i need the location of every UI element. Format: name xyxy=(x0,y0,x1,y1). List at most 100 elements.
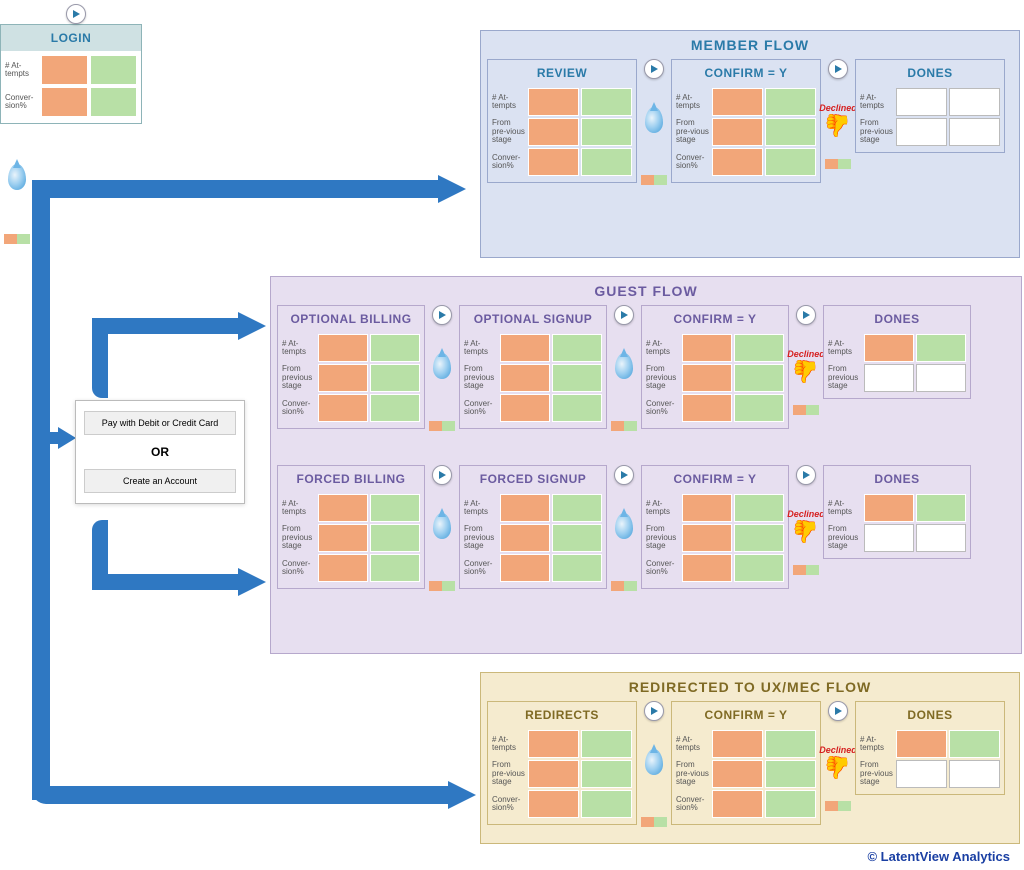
mini-bar-icon xyxy=(825,801,851,811)
stage-card: CONFIRM = Y# At-temptsFrom pre-vious sta… xyxy=(671,701,821,825)
card-row: # At-tempts xyxy=(676,88,816,116)
connector xyxy=(611,465,637,591)
card-row: # At-tempts xyxy=(464,494,602,522)
card-body: # At-temptsFrom previous stageConver-sio… xyxy=(642,332,788,428)
stage-card: OPTIONAL SIGNUP# At-temptsFrom previous … xyxy=(459,305,607,429)
stage-card: REDIRECTS# At-temptsFrom pre-vious stage… xyxy=(487,701,637,825)
row-label: From pre-vious stage xyxy=(492,119,526,144)
flow-arrow xyxy=(32,180,50,800)
arrow-icon xyxy=(614,465,634,485)
choice-box: Pay with Debit or Credit Card OR Create … xyxy=(75,400,245,504)
card-row: # At-tempts xyxy=(282,494,420,522)
arrow-icon xyxy=(432,305,452,325)
flow-arrow xyxy=(32,786,452,804)
arrow-icon xyxy=(796,465,816,485)
row-label: # At-tempts xyxy=(676,736,710,753)
cell xyxy=(734,494,784,522)
stage-card: REVIEW# At-temptsFrom pre-vious stageCon… xyxy=(487,59,637,183)
cell xyxy=(500,364,550,392)
card-title: DONES xyxy=(824,306,970,332)
create-account-button[interactable]: Create an Account xyxy=(84,469,236,493)
cell xyxy=(552,334,602,362)
card-body: # At-temptsFrom pre-vious stage xyxy=(856,728,1004,794)
row-label: Conver-sion% xyxy=(282,400,316,417)
connector xyxy=(429,465,455,591)
cell xyxy=(318,394,368,422)
cell xyxy=(734,554,784,582)
card-body: # At-temptsFrom pre-vious stageConver-si… xyxy=(488,86,636,182)
card-row: # At-tempts xyxy=(492,730,632,758)
cell xyxy=(712,790,763,818)
cell xyxy=(552,494,602,522)
row-label: # At-tempts xyxy=(282,340,316,357)
declined-label: Declined xyxy=(787,349,825,359)
row-label: Conver-sion% xyxy=(5,94,39,111)
card-title: FORCED BILLING xyxy=(278,466,424,492)
stage-card: DONES# At-temptsFrom pre-vious stage xyxy=(855,701,1005,795)
declined-label: Declined xyxy=(819,103,857,113)
connector: Declined👎 xyxy=(793,465,819,575)
row-label: # At-tempts xyxy=(860,94,894,111)
arrow-icon xyxy=(644,701,664,721)
water-drop-icon xyxy=(641,103,667,137)
cell xyxy=(765,730,816,758)
card-body: # At-temptsFrom pre-vious stageConver-si… xyxy=(672,86,820,182)
login-card: LOGIN # At-tempts Conver-sion% xyxy=(0,24,142,124)
arrow-head-icon xyxy=(238,568,266,596)
row-label: Conver-sion% xyxy=(676,796,710,813)
cell xyxy=(528,88,579,116)
cell xyxy=(916,494,966,522)
arrow-icon xyxy=(796,305,816,325)
stage-card: CONFIRM = Y# At-temptsFrom previous stag… xyxy=(641,465,789,589)
cell xyxy=(318,494,368,522)
member-flow-section: MEMBER FLOW REVIEW# At-temptsFrom pre-vi… xyxy=(480,30,1020,258)
cell xyxy=(734,394,784,422)
row-label: From previous stage xyxy=(464,365,498,390)
connector xyxy=(429,305,455,431)
cell xyxy=(896,88,947,116)
cell xyxy=(712,148,763,176)
row-label: # At-tempts xyxy=(646,500,680,517)
row-label: Conver-sion% xyxy=(646,560,680,577)
login-title: LOGIN xyxy=(1,25,141,51)
card-title: OPTIONAL BILLING xyxy=(278,306,424,332)
cell xyxy=(765,790,816,818)
arrow-head-icon xyxy=(438,175,466,203)
cell xyxy=(581,148,632,176)
mini-bar-icon xyxy=(4,234,30,244)
card-title: DONES xyxy=(856,702,1004,728)
cell xyxy=(500,554,550,582)
row-label: Conver-sion% xyxy=(464,560,498,577)
card-title: DONES xyxy=(824,466,970,492)
guest-flow-title: GUEST FLOW xyxy=(271,283,1021,299)
cell xyxy=(581,790,632,818)
cell xyxy=(949,730,1000,758)
card-row: # At-tempts xyxy=(828,494,966,522)
card-title: CONFIRM = Y xyxy=(672,60,820,86)
stage-card: OPTIONAL BILLING# At-temptsFrom previous… xyxy=(277,305,425,429)
cell xyxy=(552,394,602,422)
card-row: Conver-sion% xyxy=(282,394,420,422)
connector: Declined👎 xyxy=(825,59,851,169)
card-body: # At-temptsFrom pre-vious stageConver-si… xyxy=(488,728,636,824)
cell xyxy=(581,760,632,788)
arrow-icon xyxy=(614,305,634,325)
member-flow-title: MEMBER FLOW xyxy=(481,37,1019,53)
mini-bar-icon xyxy=(429,581,455,591)
arrow-icon xyxy=(432,465,452,485)
card-title: CONFIRM = Y xyxy=(642,306,788,332)
card-body: # At-temptsFrom previous stageConver-sio… xyxy=(460,332,606,428)
choice-or: OR xyxy=(82,445,238,459)
cell xyxy=(682,334,732,362)
stage-card: FORCED SIGNUP# At-temptsFrom previous st… xyxy=(459,465,607,589)
cell xyxy=(90,87,137,117)
cell xyxy=(765,88,816,116)
row-label: Conver-sion% xyxy=(492,796,526,813)
cell xyxy=(370,334,420,362)
pay-card-button[interactable]: Pay with Debit or Credit Card xyxy=(84,411,236,435)
card-row: Conver-sion% xyxy=(676,148,816,176)
connector: Declined👎 xyxy=(793,305,819,415)
cell xyxy=(949,88,1000,116)
card-row: # At-tempts xyxy=(646,494,784,522)
water-drop-icon xyxy=(429,349,455,383)
